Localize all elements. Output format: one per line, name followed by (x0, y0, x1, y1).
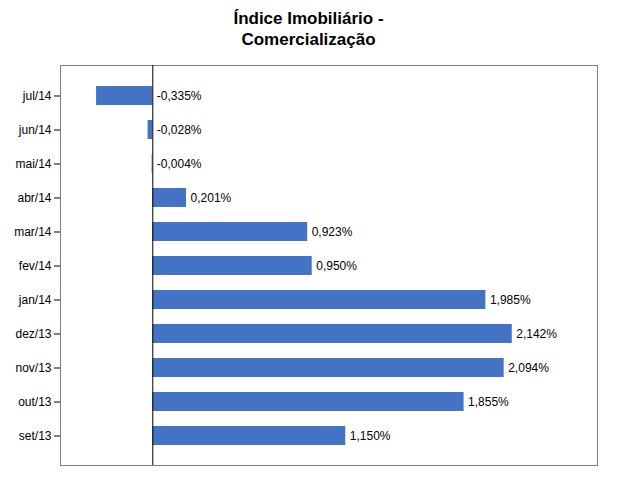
svg-text:jul/14: jul/14 (22, 88, 52, 102)
html-text:Índice Imobiliário - Comercial: Índice Imobiliário - Comercialização (233, 9, 384, 50)
svg-text:1,985%: 1,985% (490, 292, 531, 306)
svg-text:jun/14: jun/14 (18, 122, 52, 136)
svg-text:dez/13: dez/13 (15, 326, 51, 340)
svg-text:2,142%: 2,142% (516, 326, 557, 340)
svg-text:2,094%: 2,094% (508, 360, 549, 374)
svg-text:-0,004%: -0,004% (157, 156, 202, 170)
svg-text:out/13: out/13 (18, 394, 52, 408)
svg-text:-0,335%: -0,335% (157, 88, 202, 102)
svg-text:0,923%: 0,923% (312, 224, 353, 238)
svg-text:0,201%: 0,201% (191, 190, 232, 204)
svg-text:0,950%: 0,950% (316, 258, 357, 272)
svg-text:nov/13: nov/13 (15, 360, 51, 374)
svg-text:fev/14: fev/14 (19, 258, 52, 272)
svg-text:abr/14: abr/14 (17, 190, 51, 204)
svg-text:1,855%: 1,855% (468, 394, 509, 408)
svg-text:mai/14: mai/14 (15, 156, 51, 170)
svg-text:jan/14: jan/14 (18, 292, 52, 306)
svg-text:-0,028%: -0,028% (157, 122, 202, 136)
svg-text:1,150%: 1,150% (350, 428, 391, 442)
svg-text:set/13: set/13 (19, 428, 52, 442)
svg-text:mar/14: mar/14 (14, 224, 52, 238)
